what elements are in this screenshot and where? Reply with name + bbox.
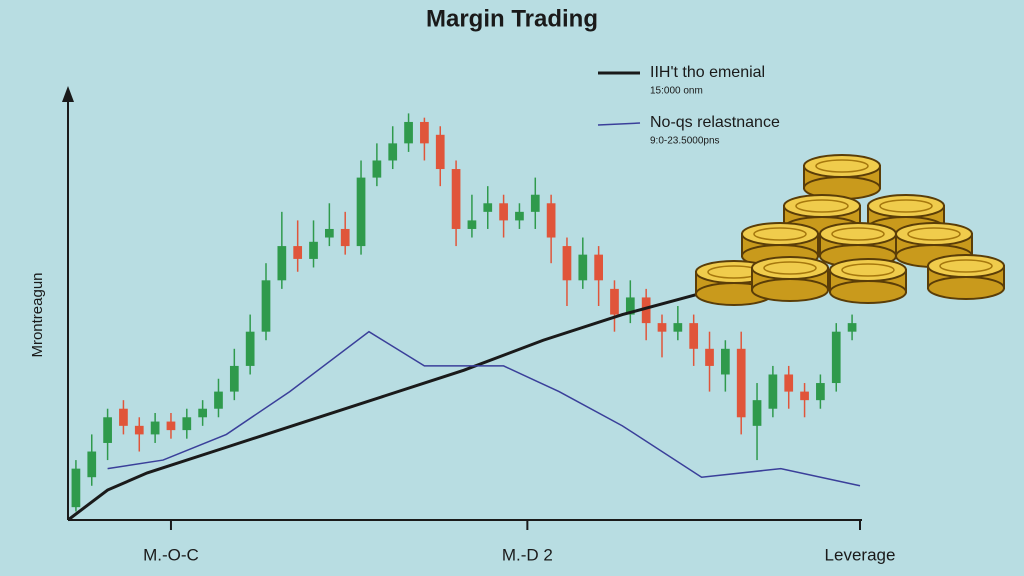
candle-body: [356, 177, 366, 247]
candle-body: [657, 323, 667, 332]
y-axis-label: Mrontreagun: [29, 272, 46, 357]
candle-body: [229, 365, 239, 392]
candle-body: [641, 297, 651, 324]
candle-body: [404, 121, 413, 144]
coin-stack: [695, 154, 1005, 306]
candle-body: [214, 391, 223, 409]
candle-body: [546, 203, 556, 238]
chart-title: Margin Trading: [426, 5, 598, 32]
candle-body: [594, 254, 603, 281]
candle-body: [182, 417, 192, 431]
line-series: [67, 291, 702, 522]
candle-body: [816, 383, 825, 401]
candle-body: [150, 421, 160, 435]
candle-body: [166, 421, 176, 431]
plot-area: [67, 113, 861, 522]
candle-body: [752, 400, 762, 426]
candle-body: [340, 228, 350, 247]
candle-body: [420, 121, 429, 144]
candle-body: [309, 241, 318, 259]
legend-label: IIH't tho emenial: [650, 64, 765, 81]
candle-body: [847, 323, 857, 332]
candle-body: [277, 246, 287, 281]
candle-body: [372, 160, 382, 178]
candle-body: [515, 211, 524, 221]
candle-body: [800, 391, 809, 401]
candle-body: [87, 451, 97, 478]
candle-body: [388, 143, 398, 161]
candle-body: [578, 254, 588, 281]
candle-body: [625, 297, 635, 315]
candle-body: [673, 323, 683, 332]
candle-body: [451, 169, 461, 229]
candle-body: [736, 348, 746, 418]
candle-body: [119, 408, 128, 426]
candle-body: [499, 203, 508, 221]
candle-body: [103, 417, 112, 443]
candle-body: [689, 323, 699, 349]
candle-body: [721, 348, 730, 375]
legend-swatch: [597, 122, 641, 126]
legend-note: 9:0-23.5000pns: [650, 136, 720, 147]
candle-body: [562, 246, 572, 281]
legend-label: No-qs relastnance: [650, 114, 780, 131]
candle-body: [245, 331, 255, 366]
x-tick-label: M.-O-C: [143, 545, 199, 564]
legend: IIH't tho emenial 15:000 onm No-qs relastn…: [597, 64, 780, 147]
candle-body: [467, 220, 477, 229]
candle-body: [293, 246, 303, 259]
candle-body: [134, 425, 144, 435]
candle-body: [831, 331, 841, 384]
candle-body: [325, 228, 334, 238]
candle-body: [198, 408, 207, 418]
legend-note: 15:000 onm: [650, 86, 703, 97]
candle-body: [768, 374, 778, 409]
candle-body: [784, 374, 794, 392]
y-axis-arrow: [62, 86, 74, 102]
x-tick-label: Leverage: [825, 545, 896, 564]
line-series: [107, 330, 861, 487]
candle-body: [483, 203, 493, 212]
candle-body: [705, 348, 714, 366]
candle-body: [435, 134, 445, 170]
x-tick-label: M.-D 2: [502, 545, 553, 564]
candle-body: [530, 194, 540, 212]
candle-body: [610, 288, 619, 315]
candle-body: [261, 280, 271, 332]
candle-body: [71, 468, 81, 508]
